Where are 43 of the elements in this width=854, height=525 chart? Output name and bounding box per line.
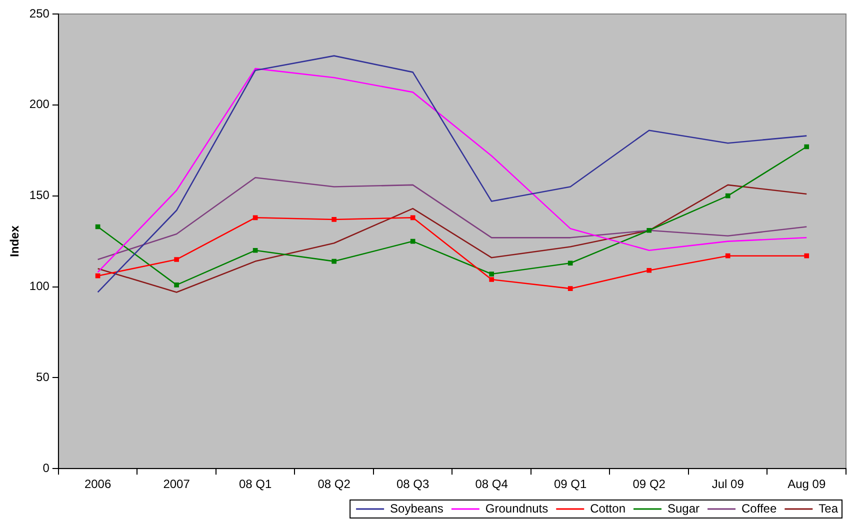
point	[489, 272, 494, 276]
point	[174, 257, 179, 262]
x-tick-label: 2007	[163, 477, 190, 492]
y-tick-label: 150	[29, 188, 50, 202]
x-tick-label: 2006	[84, 477, 112, 492]
y-tick-label: 100	[29, 279, 50, 294]
point	[804, 144, 810, 150]
x-tick-label: Jul 09	[712, 477, 744, 492]
x-tick-label: 09 Q2	[632, 477, 666, 492]
point	[410, 215, 416, 220]
legend-label: Tea	[818, 501, 838, 516]
x-tick-label: 08 Q2	[318, 477, 351, 492]
y-tick-label: 200	[29, 97, 50, 112]
point	[646, 228, 652, 233]
y-tick-label: 250	[29, 6, 50, 20]
legend-label: Groundnuts	[485, 501, 548, 516]
x-tick-label: 08 Q1	[238, 477, 272, 492]
x-tick-label: 08 Q4	[475, 477, 508, 492]
y-tick-label: 50	[36, 370, 50, 384]
point	[646, 268, 652, 273]
point	[725, 193, 730, 198]
y-axis-title: Index	[8, 225, 22, 257]
x-tick-label: 09 Q1	[554, 477, 588, 492]
point	[804, 253, 810, 258]
point	[568, 286, 573, 291]
legend-label: Sugar	[667, 501, 700, 516]
point	[332, 258, 336, 264]
legend-label: Cotton	[590, 501, 626, 516]
x-tick-label: 08 Q3	[396, 477, 430, 492]
point	[95, 273, 100, 278]
legend-label: Coffee	[742, 501, 777, 516]
point	[95, 224, 100, 230]
point	[252, 248, 258, 253]
y-tick-label: 0	[42, 460, 50, 475]
point	[174, 282, 179, 288]
point	[725, 253, 730, 258]
point	[410, 238, 416, 244]
point	[332, 217, 336, 222]
point	[252, 215, 258, 220]
point	[489, 277, 494, 282]
point	[568, 260, 573, 266]
x-tick-label: Aug 09	[788, 477, 826, 492]
legend-label: Soybeans	[390, 501, 444, 516]
